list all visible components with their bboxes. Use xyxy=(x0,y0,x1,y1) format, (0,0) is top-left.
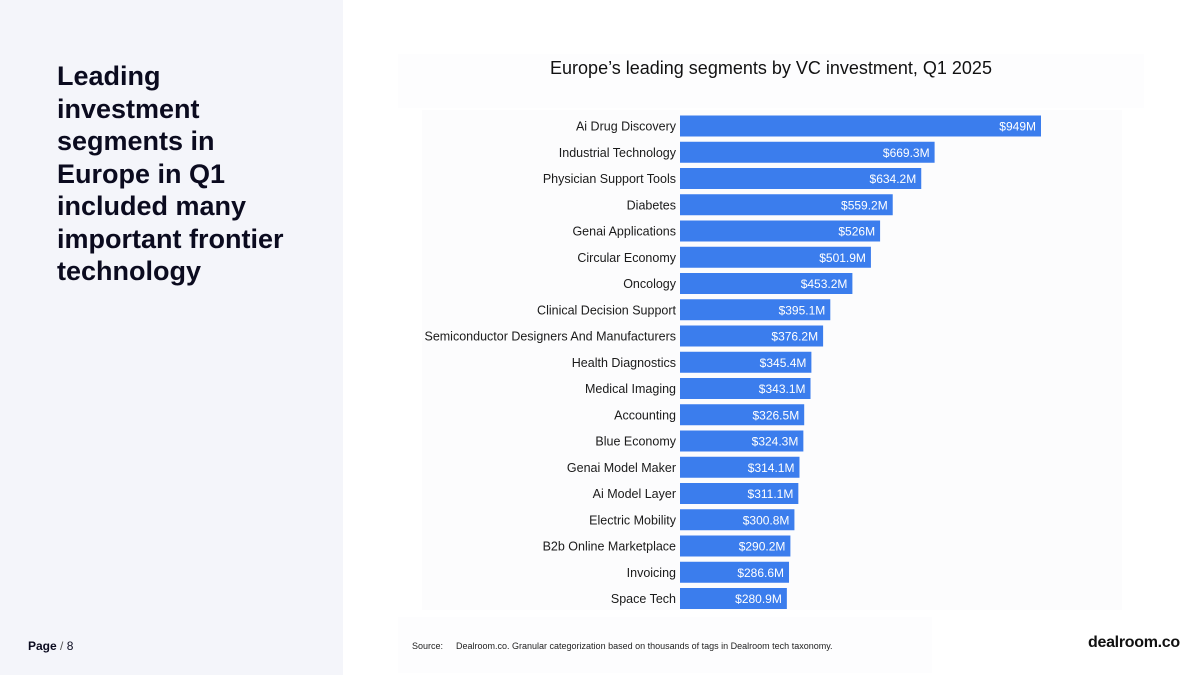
chart-title-box: Europe’s leading segments by VC investme… xyxy=(398,54,1144,108)
bar xyxy=(680,430,804,452)
bar xyxy=(680,588,787,609)
left-panel: Leading investment segments in Europe in… xyxy=(0,0,343,675)
category-label: Blue Economy xyxy=(595,435,676,449)
page-indicator: Page / 8 xyxy=(28,639,73,653)
category-label: Clinical Decision Support xyxy=(537,303,676,317)
category-label: B2b Online Marketplace xyxy=(543,540,676,554)
bar-value-label: $280.9M xyxy=(735,592,782,606)
bar-chart: Ai Drug Discovery $949M Industrial Technol… xyxy=(422,110,1122,610)
source-note: Source: Dealroom.co. Granular categorizat… xyxy=(412,641,833,651)
bar-value-label: $634.2M xyxy=(870,172,917,186)
bar-value-label: $345.4M xyxy=(760,356,807,370)
bar-value-label: $559.2M xyxy=(841,198,888,212)
category-label: Invoicing xyxy=(627,566,676,580)
category-label: Accounting xyxy=(614,408,676,422)
bar xyxy=(680,351,812,373)
bar xyxy=(680,561,790,583)
category-label: Ai Drug Discovery xyxy=(576,120,677,134)
page-headline: Leading investment segments in Europe in… xyxy=(57,61,284,286)
bar xyxy=(680,273,853,294)
category-label: Medical Imaging xyxy=(585,382,676,396)
bar xyxy=(680,141,935,163)
bar-value-label: $669.3M xyxy=(883,146,930,160)
bar-value-label: $326.5M xyxy=(752,408,799,422)
source-box: Source: Dealroom.co. Granular categorizat… xyxy=(398,617,932,673)
bar-value-label: $395.1M xyxy=(779,303,826,317)
bar xyxy=(680,299,831,321)
category-label: Physician Support Tools xyxy=(543,172,676,186)
source-text: Dealroom.co. Granular categorization bas… xyxy=(456,641,833,651)
bar xyxy=(680,246,871,268)
category-label: Electric Mobility xyxy=(589,513,677,527)
bar xyxy=(680,456,800,478)
bar xyxy=(680,404,805,426)
page-number: 8 xyxy=(66,639,74,653)
bar xyxy=(680,220,881,242)
bar xyxy=(680,168,922,189)
category-label: Health Diagnostics xyxy=(572,356,676,370)
bar-value-label: $343.1M xyxy=(759,382,806,396)
bar xyxy=(680,194,893,216)
category-label: Diabetes xyxy=(627,198,676,212)
dealroom-logo: dealroom.co xyxy=(1088,634,1180,651)
source-label: Source: xyxy=(412,641,444,651)
category-label: Oncology xyxy=(623,277,677,291)
bar xyxy=(680,509,795,531)
bar-value-label: $453.2M xyxy=(801,277,848,291)
bar xyxy=(680,325,824,347)
category-label: Genai Model Maker xyxy=(567,461,676,475)
bar xyxy=(680,378,811,399)
bar-value-label: $501.9M xyxy=(819,251,866,265)
category-label: Industrial Technology xyxy=(559,146,677,160)
bar-value-label: $314.1M xyxy=(748,461,795,475)
bar xyxy=(680,115,1041,137)
bar xyxy=(680,535,791,557)
category-label: Semiconductor Designers And Manufacturer… xyxy=(424,330,676,344)
bar-value-label: $311.1M xyxy=(748,487,794,501)
bar-value-label: $324.3M xyxy=(752,435,799,449)
bar-value-label: $300.8M xyxy=(743,513,790,527)
bar-value-label: $290.2M xyxy=(739,540,786,554)
bar-value-label: $526M xyxy=(838,225,875,239)
bar-chart-svg: Ai Drug Discovery $949M Industrial Technol… xyxy=(424,115,1041,609)
bar-value-label: $949M xyxy=(999,120,1036,134)
bar-value-label: $376.2M xyxy=(771,330,818,344)
bar xyxy=(680,483,799,504)
category-label: Circular Economy xyxy=(577,251,676,265)
category-label: Ai Model Layer xyxy=(593,487,676,501)
category-label: Space Tech xyxy=(611,592,676,606)
page-separator: / xyxy=(60,639,67,653)
page-label: Page xyxy=(28,639,57,653)
chart-title: Europe’s leading segments by VC investme… xyxy=(550,58,992,78)
bar-value-label: $286.6M xyxy=(737,566,784,580)
category-label: Genai Applications xyxy=(572,225,676,239)
